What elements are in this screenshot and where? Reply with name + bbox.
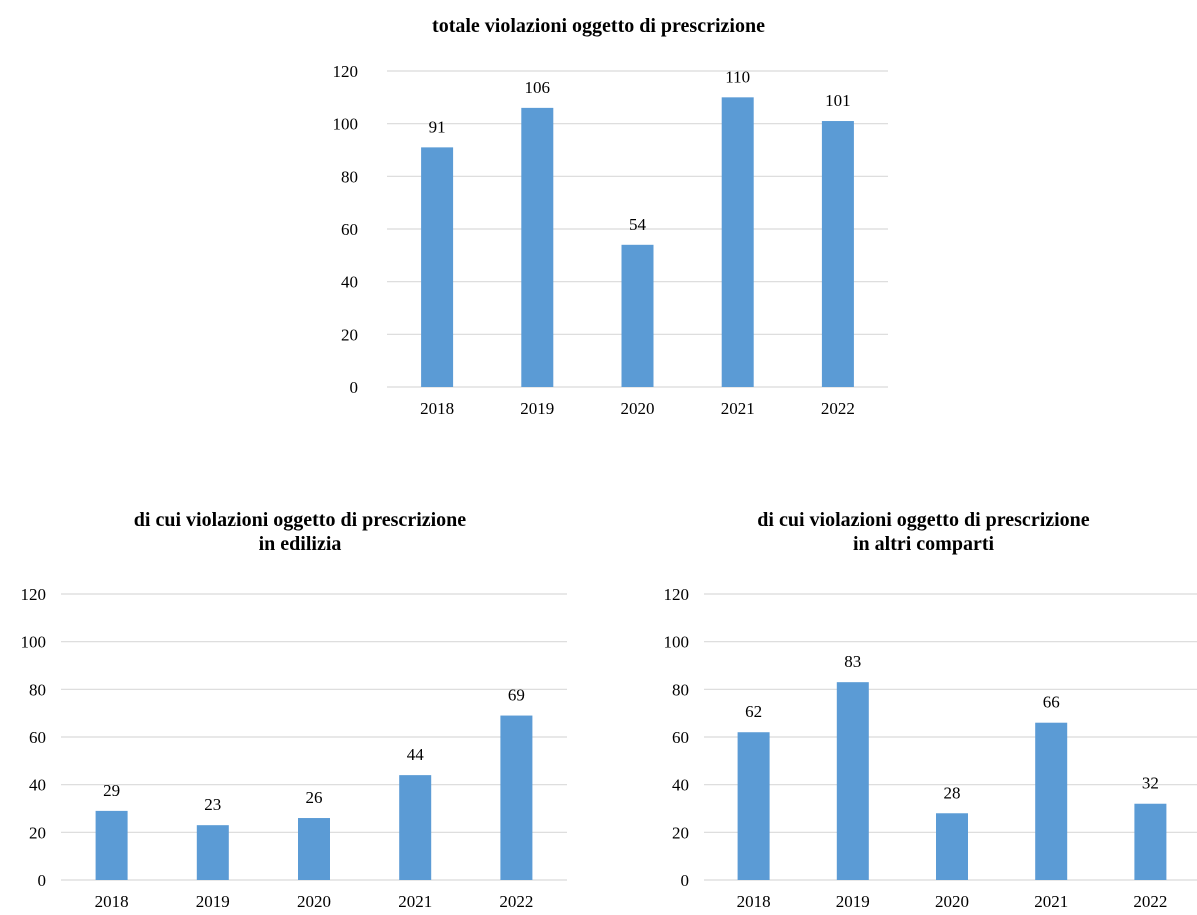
chart-title: totale violazioni oggetto di prescrizion… [0,14,1197,38]
x-tick-label: 2018 [95,892,129,911]
data-label: 29 [103,781,120,800]
bar [936,813,968,880]
bar [500,715,533,880]
data-label: 91 [429,117,446,136]
y-tick-label: 60 [672,728,689,747]
x-tick-label: 2022 [1133,892,1167,911]
bar-chart-plot: 0 20 40 60 80 100 120 91 2018 106 2019 54 2020 110 202… [333,62,888,418]
data-label: 44 [407,745,425,764]
data-label: 23 [204,795,221,814]
bar [721,97,754,387]
y-tick-label: 20 [29,823,46,842]
x-tick-label: 2021 [1034,892,1068,911]
y-tick-label: 120 [21,585,47,604]
chart-title-line: di cui violazioni oggetto di prescrizion… [757,509,1090,531]
data-label: 69 [508,686,525,705]
x-tick-label: 2019 [196,892,230,911]
chart-altri-comparti: di cui violazioni oggetto di prescrizion… [620,500,1197,915]
y-tick-label: 20 [672,823,689,842]
x-tick-label: 2018 [737,892,771,911]
data-label: 110 [725,67,750,86]
y-tick-label: 100 [21,633,47,652]
chart-title-line: in altri comparti [852,533,995,555]
bar [621,244,654,387]
bar [298,818,330,880]
chart-title-line: di cui violazioni oggetto di prescrizion… [133,509,467,531]
x-tick-label: 2021 [398,892,432,911]
chart-title-line: in edilizia [258,533,342,555]
bar [1035,722,1068,880]
bar [821,121,854,388]
data-label: 54 [629,215,647,234]
bar-chart-plot: 0 20 40 60 80 100 120 62 2018 83 2019 28 2020 66 2021 3… [664,585,1197,911]
chart-totale-violazioni: totale violazioni oggetto di prescrizion… [0,0,1197,440]
x-tick-label: 2022 [821,399,855,418]
data-label: 26 [306,788,323,807]
y-tick-label: 100 [333,115,359,134]
chart-title: di cui violazioni oggetto di prescrizion… [650,508,1197,556]
y-tick-label: 40 [672,776,689,795]
y-tick-label: 0 [681,871,690,890]
x-tick-label: 2019 [520,399,554,418]
chart-edilizia: di cui violazioni oggetto di prescrizion… [0,500,600,915]
data-label: 101 [825,91,851,110]
x-tick-label: 2020 [621,399,655,418]
x-tick-label: 2020 [935,892,969,911]
bar [196,825,229,880]
y-tick-label: 80 [29,680,46,699]
x-tick-label: 2018 [420,399,454,418]
y-tick-label: 60 [29,728,46,747]
x-tick-label: 2019 [836,892,870,911]
chart-title-line: totale violazioni oggetto di prescrizion… [432,15,765,37]
y-tick-label: 60 [341,220,358,239]
data-label: 32 [1142,774,1159,793]
data-label: 83 [844,652,861,671]
bar [95,810,128,880]
data-label: 66 [1043,693,1060,712]
bar [1134,803,1167,880]
x-tick-label: 2020 [297,892,331,911]
chart-title: di cui violazioni oggetto di prescrizion… [15,508,585,556]
y-tick-label: 80 [341,167,358,186]
y-tick-label: 120 [333,62,359,81]
data-label: 28 [944,783,961,802]
y-tick-label: 120 [664,585,690,604]
bar [399,775,432,880]
y-tick-label: 20 [341,325,358,344]
bar [836,682,869,880]
x-tick-label: 2022 [499,892,533,911]
data-label: 106 [525,78,551,97]
bar-chart-plot: 0 20 40 60 80 100 120 29 2018 23 2019 26 2020 44 2021 6… [21,585,567,911]
bar [737,732,770,880]
x-tick-label: 2021 [721,399,755,418]
y-tick-label: 40 [341,273,358,292]
y-tick-label: 100 [664,633,690,652]
bar [421,147,454,387]
bar [521,107,554,387]
y-tick-label: 40 [29,776,46,795]
data-label: 62 [745,702,762,721]
y-tick-label: 0 [350,378,359,397]
y-tick-label: 80 [672,680,689,699]
y-tick-label: 0 [38,871,47,890]
